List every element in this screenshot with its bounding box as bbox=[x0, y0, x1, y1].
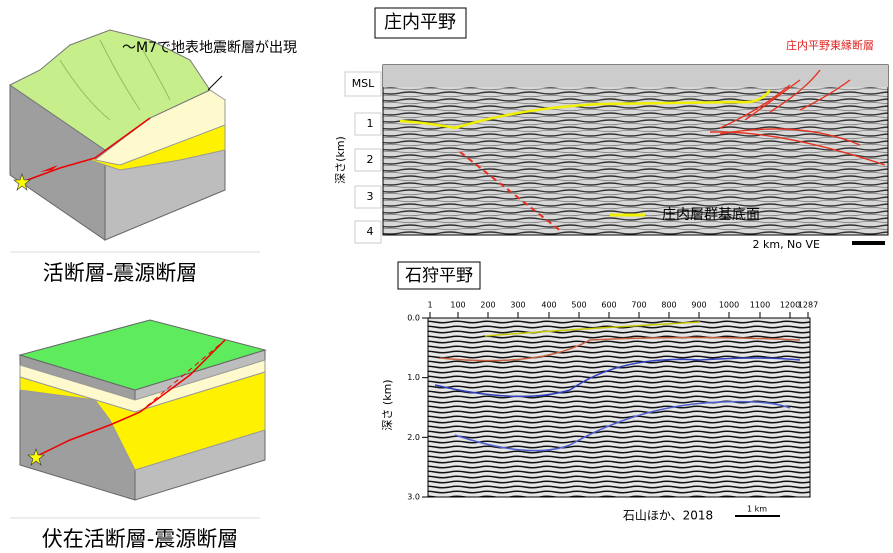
top-label: 200 bbox=[480, 301, 495, 310]
top-label: 1 bbox=[427, 301, 432, 310]
depth-label: 1.0 bbox=[407, 373, 420, 382]
top-label: 700 bbox=[631, 301, 646, 310]
caption: 伏在活断層-震源断層 bbox=[42, 527, 239, 551]
top-label: 500 bbox=[571, 301, 586, 310]
axis-label: 深さ(km) bbox=[334, 136, 347, 184]
top-label: 400 bbox=[541, 301, 556, 310]
top-label: 600 bbox=[601, 301, 616, 310]
caption: 活断層-震源断層 bbox=[43, 261, 198, 285]
depth-label: 4 bbox=[367, 225, 374, 238]
depth-label: 3.0 bbox=[407, 493, 420, 502]
fault-label: 庄内平野東縁断層 bbox=[786, 38, 874, 52]
source: 石山ほか、2018 bbox=[623, 509, 713, 523]
figure: ～M7で地表地震断層が出現 活断層-震源断層 伏在活断層-震源断層 庄内平野 庄… bbox=[0, 0, 893, 553]
depth-label: 1 bbox=[367, 117, 374, 130]
axis-label: 深さ (km) bbox=[381, 379, 394, 430]
top-label: 1100 bbox=[750, 301, 770, 310]
annotation: ～M7で地表地震断層が出現 bbox=[122, 40, 297, 56]
block-diagram-bottom: 伏在活断層-震源断層 bbox=[10, 320, 265, 551]
top-label: 300 bbox=[510, 301, 525, 310]
top-label: 800 bbox=[661, 301, 676, 310]
msl-label: MSL bbox=[352, 77, 375, 90]
depth-label: 2.0 bbox=[407, 433, 420, 442]
scale-label: 2 km, No VE bbox=[752, 238, 820, 251]
top-label: 1000 bbox=[719, 301, 739, 310]
shonai-section: 庄内平野 庄内平野東縁断層 MSL 1 2 3 4 深さ(km) 庄内層群基底面 2 … bbox=[334, 8, 888, 251]
depth-label: 3 bbox=[367, 190, 374, 203]
seismic-image bbox=[428, 318, 810, 497]
depth-label: 2 bbox=[367, 153, 374, 166]
section-title: 石狩平野 bbox=[405, 266, 473, 286]
seismic-image bbox=[383, 65, 888, 235]
depth-label: 0.0 bbox=[407, 314, 420, 323]
legend-label: 庄内層群基底面 bbox=[662, 206, 760, 223]
section-title: 庄内平野 bbox=[384, 12, 456, 33]
scale-label: 1 km bbox=[747, 505, 767, 514]
top-label: 900 bbox=[691, 301, 706, 310]
top-label: 1287 bbox=[798, 301, 818, 310]
block-diagram-top: ～M7で地表地震断層が出現 活断層-震源断層 bbox=[10, 30, 297, 285]
top-label: 100 bbox=[450, 301, 465, 310]
